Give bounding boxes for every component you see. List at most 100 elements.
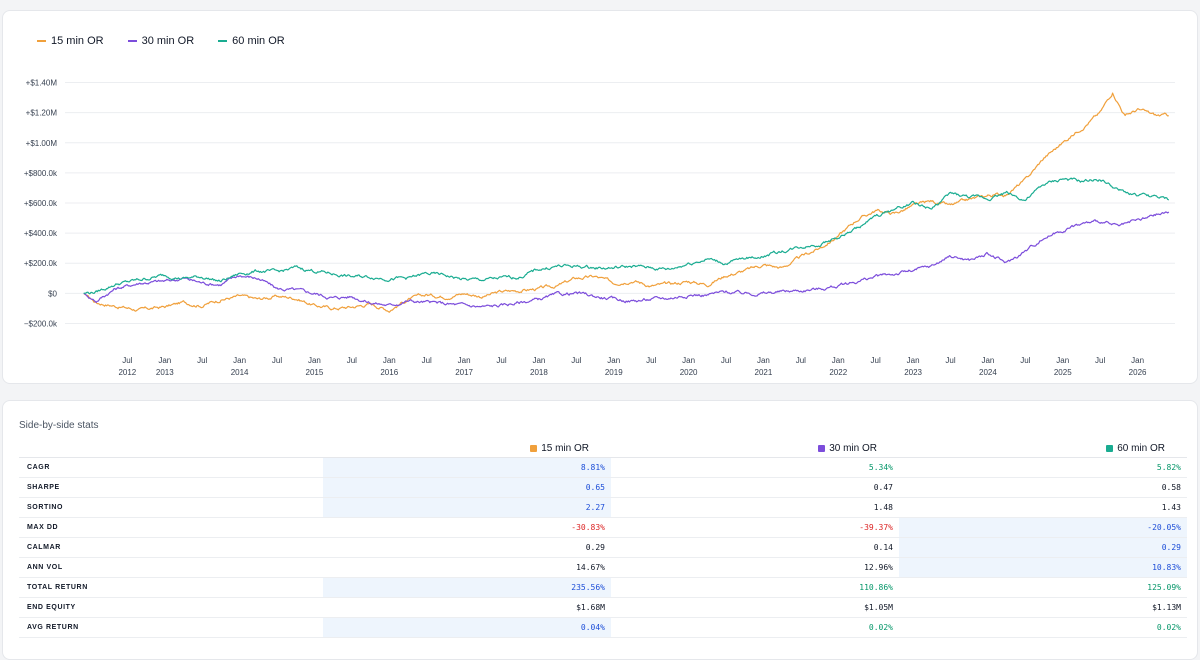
x-tick-year: 2020 xyxy=(680,368,698,377)
stat-value: 0.65 xyxy=(323,477,611,498)
metric-label: CAGR xyxy=(19,457,323,478)
x-tick-month: Jan xyxy=(458,356,471,365)
x-tick-year: 2014 xyxy=(231,368,249,377)
x-tick-month: Jul xyxy=(796,356,806,365)
stat-value: -30.83% xyxy=(323,517,611,538)
legend-label: 60 min OR xyxy=(232,35,285,47)
series-line-30-min xyxy=(83,211,1170,308)
y-tick-label: +$1.20M xyxy=(26,109,58,118)
x-tick-year: 2024 xyxy=(979,368,997,377)
series-line-60-min xyxy=(83,177,1170,295)
column-header-60-min[interactable]: 60 min OR xyxy=(899,439,1187,458)
stat-value: 0.04% xyxy=(323,617,611,638)
y-tick-label: +$400.0k xyxy=(24,229,58,238)
stat-value: 1.43 xyxy=(899,497,1187,518)
stat-value: $1.05M xyxy=(611,597,899,618)
x-tick-year: 2023 xyxy=(904,368,922,377)
legend-swatch xyxy=(218,40,228,42)
equity-curve-chart: +$1.40M +$1.20M +$1.00M +$800.0k +$600.0k +$4… xyxy=(24,79,1175,377)
equity-chart-card: 15 min OR 30 min OR 60 min OR +$1.40M +$1.2… xyxy=(2,10,1198,384)
stat-value: 5.82% xyxy=(899,457,1187,478)
metric-label: SHARPE xyxy=(19,477,323,498)
column-header-15-min[interactable]: 15 min OR xyxy=(323,439,611,458)
chart-legend: 15 min OR 30 min OR 60 min OR xyxy=(37,35,309,47)
stats-row: TOTAL RETURN 235.56% 110.86% 125.09% xyxy=(19,577,1187,598)
stat-value: 0.29 xyxy=(899,537,1187,558)
x-tick-year: 2018 xyxy=(530,368,548,377)
x-tick-month: Jan xyxy=(981,356,994,365)
stats-row: SORTINO 2.27 1.48 1.43 xyxy=(19,497,1187,518)
x-tick-year: 2021 xyxy=(755,368,773,377)
y-tick-label: +$600.0k xyxy=(24,199,58,208)
legend-item-60-min[interactable]: 60 min OR xyxy=(218,35,285,47)
x-tick-month: Jul xyxy=(945,356,955,365)
legend-label: 15 min OR xyxy=(51,35,104,47)
x-tick-month: Jul xyxy=(422,356,432,365)
x-tick-month: Jan xyxy=(532,356,545,365)
x-tick-year: 2012 xyxy=(118,368,136,377)
x-tick-month: Jan xyxy=(682,356,695,365)
x-tick-year: 2015 xyxy=(306,368,324,377)
y-tick-label: +$800.0k xyxy=(24,169,58,178)
x-tick-year: 2022 xyxy=(829,368,847,377)
stat-value: 0.29 xyxy=(323,537,611,558)
y-tick-label: $0 xyxy=(48,289,57,298)
stat-value: 0.58 xyxy=(899,477,1187,498)
x-tick-month: Jul xyxy=(197,356,207,365)
stats-card: Side-by-side stats 15 min OR 30 min OR 60 … xyxy=(2,400,1198,660)
stat-value: 1.48 xyxy=(611,497,899,518)
stat-value: $1.68M xyxy=(323,597,611,618)
legend-label: 30 min OR xyxy=(141,35,195,47)
stat-value: 14.67% xyxy=(323,557,611,578)
stat-value: 110.86% xyxy=(611,577,899,598)
x-tick-year: 2026 xyxy=(1129,368,1147,377)
x-tick-month: Jul xyxy=(646,356,656,365)
column-swatch xyxy=(530,444,538,452)
stat-value: 0.02% xyxy=(611,617,899,638)
column-label: 30 min OR xyxy=(829,442,877,454)
stats-title: Side-by-side stats xyxy=(19,420,99,431)
metric-label: AVG RETURN xyxy=(19,617,323,638)
stats-header-row: 15 min OR 30 min OR 60 min OR xyxy=(19,439,1187,458)
stat-value: 125.09% xyxy=(899,577,1187,598)
series-line-15-min xyxy=(83,92,1169,313)
y-tick-label: −$200.0k xyxy=(24,319,58,328)
y-tick-label: +$200.0k xyxy=(24,259,58,268)
stats-row: ANN VOL 14.67% 12.96% 10.83% xyxy=(19,557,1187,578)
metric-label: SORTINO xyxy=(19,497,323,518)
stat-value: 0.47 xyxy=(611,477,899,498)
stats-row: AVG RETURN 0.04% 0.02% 0.02% xyxy=(19,617,1187,638)
x-tick-month: Jan xyxy=(308,356,321,365)
column-swatch xyxy=(1106,444,1114,452)
metric-label: ANN VOL xyxy=(19,557,323,578)
metric-label: CALMAR xyxy=(19,537,323,558)
stat-value: -39.37% xyxy=(611,517,899,538)
stat-value: -20.05% xyxy=(899,517,1187,538)
stats-row: CALMAR 0.29 0.14 0.29 xyxy=(19,537,1187,558)
x-tick-month: Jan xyxy=(158,356,171,365)
stats-row: SHARPE 0.65 0.47 0.58 xyxy=(19,477,1187,498)
metric-header xyxy=(19,439,323,458)
x-tick-month: Jan xyxy=(1056,356,1069,365)
legend-swatch xyxy=(127,40,137,42)
x-tick-month: Jul xyxy=(272,356,282,365)
metric-label: MAX DD xyxy=(19,517,323,538)
x-tick-month: Jan xyxy=(383,356,396,365)
metric-label: TOTAL RETURN xyxy=(19,577,323,598)
stats-row: MAX DD -30.83% -39.37% -20.05% xyxy=(19,517,1187,538)
x-tick-month: Jan xyxy=(233,356,246,365)
legend-item-15-min[interactable]: 15 min OR xyxy=(37,35,104,47)
y-tick-label: +$1.00M xyxy=(26,139,58,148)
x-tick-month: Jan xyxy=(607,356,620,365)
legend-swatch xyxy=(37,40,46,42)
x-tick-month: Jul xyxy=(496,356,506,365)
x-tick-month: Jan xyxy=(1131,356,1144,365)
x-tick-month: Jul xyxy=(122,356,132,365)
x-tick-month: Jan xyxy=(907,356,920,365)
stat-value: 5.34% xyxy=(611,457,899,478)
stat-value: 10.83% xyxy=(899,557,1187,578)
x-tick-year: 2019 xyxy=(605,368,623,377)
x-tick-month: Jan xyxy=(832,356,845,365)
column-header-30-min[interactable]: 30 min OR xyxy=(611,439,899,458)
legend-item-30-min[interactable]: 30 min OR xyxy=(127,35,195,47)
